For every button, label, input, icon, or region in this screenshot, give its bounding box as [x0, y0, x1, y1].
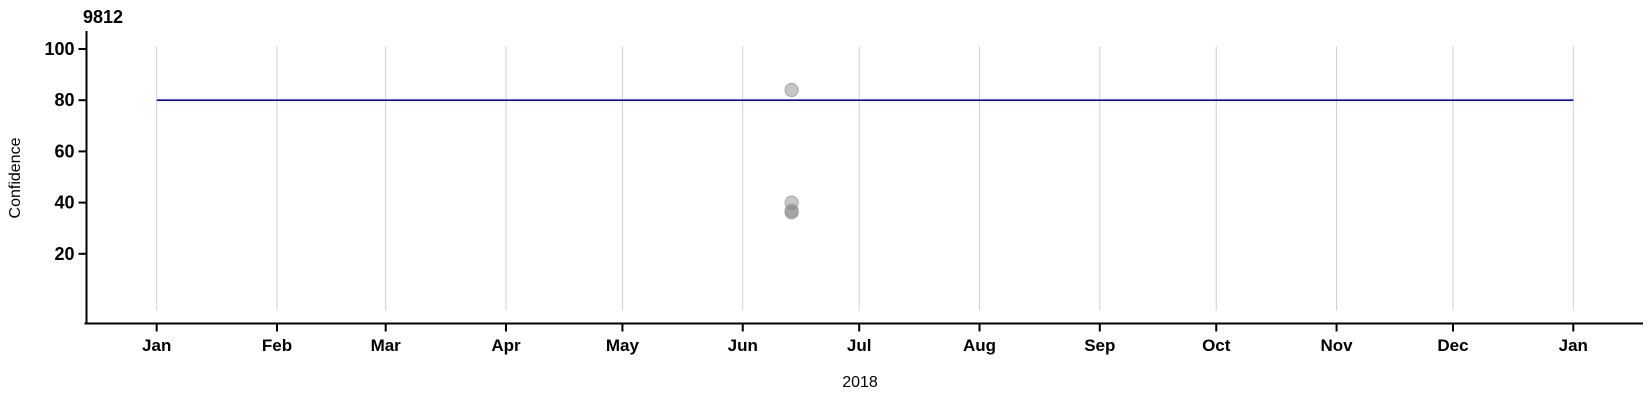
axes-layer: 20 40 60 80 100 Jan Feb Mar Apr May Jun Jul Aug Sep Oc… [44, 31, 1643, 355]
x-tick-label: Nov [1320, 336, 1353, 355]
y-tick-label: 80 [54, 90, 74, 110]
y-tick-label: 20 [54, 244, 74, 264]
x-axis-title: 2018 [842, 374, 878, 391]
y-axis-title: Confidence [7, 137, 24, 218]
x-tick-label: Feb [262, 336, 292, 355]
chart-title: 9812 [83, 7, 123, 27]
data-point [784, 205, 799, 220]
series-layer [156, 82, 1574, 220]
x-tick-label: Jun [728, 336, 758, 355]
data-point [784, 195, 799, 210]
y-tick-label: 60 [54, 141, 74, 161]
data-point [784, 82, 799, 98]
x-tick-label: Apr [491, 336, 521, 355]
x-tick-label: Aug [963, 336, 996, 355]
y-tick-label: 100 [44, 39, 74, 59]
x-tick-label: Jan [142, 336, 171, 355]
x-tick-label: Oct [1202, 336, 1231, 355]
y-tick-label: 40 [54, 193, 74, 213]
x-tick-label: Jul [847, 336, 872, 355]
gridlines-layer [156, 46, 1574, 311]
x-tick-label: Dec [1437, 336, 1468, 355]
x-tick-label: May [606, 336, 640, 355]
x-tick-label: Mar [371, 336, 402, 355]
x-tick-label: Jan [1559, 336, 1588, 355]
x-tick-label: Sep [1084, 336, 1115, 355]
